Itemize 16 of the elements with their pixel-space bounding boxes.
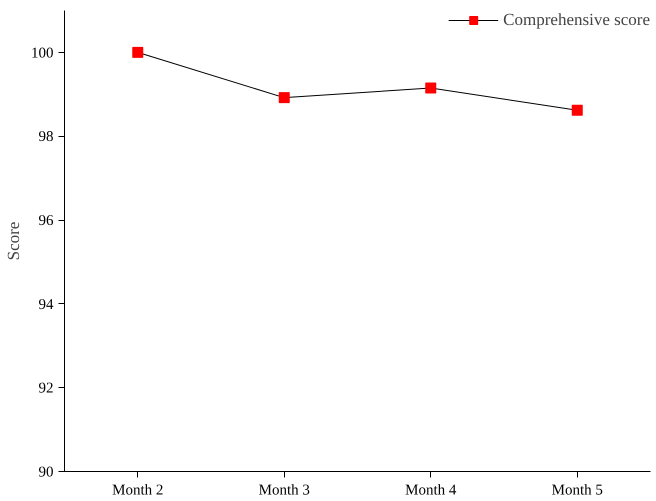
- y-tick-label: 92: [38, 380, 54, 397]
- y-tick-label: 96: [38, 213, 54, 230]
- point: [278, 92, 290, 104]
- point: [425, 82, 436, 94]
- x-tick-label: Month 2: [112, 482, 164, 498]
- x-tick-label: Month 5: [552, 482, 603, 498]
- x-tick-label: Month 3: [258, 482, 310, 498]
- point: [132, 46, 144, 58]
- y-tick-label: 98: [38, 129, 54, 146]
- legend-label: Comprehensive score: [503, 10, 650, 30]
- x-tick-label: Month 4: [405, 482, 457, 498]
- y-tick-label: 94: [38, 296, 54, 313]
- y-axis-title: Score: [4, 222, 23, 260]
- y-tick-label: 100: [31, 45, 54, 62]
- point: [572, 104, 583, 116]
- y-tick-label: 90: [38, 464, 54, 480]
